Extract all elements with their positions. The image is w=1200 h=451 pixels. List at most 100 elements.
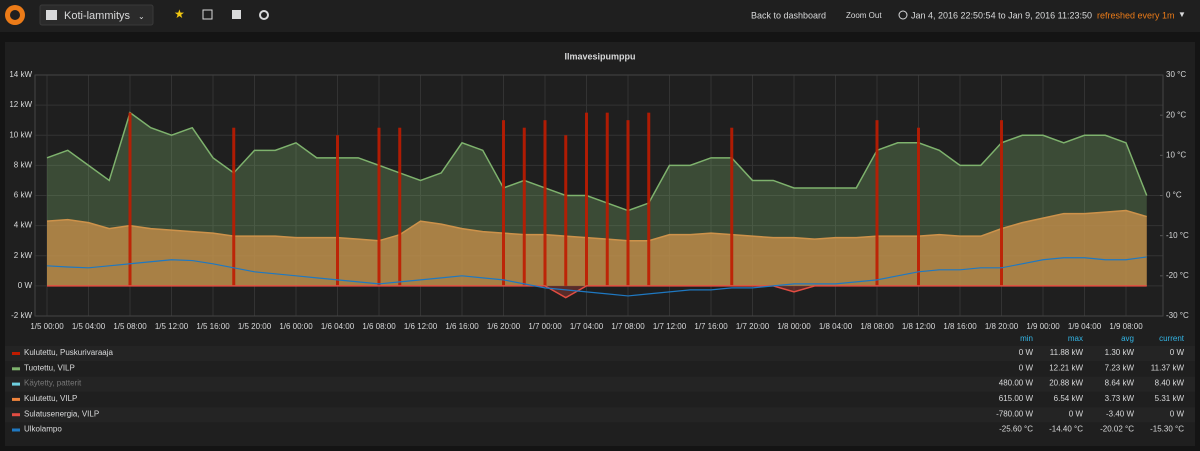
x-tick-label: 1/7 00:00 [528,322,562,331]
legend-stat: 0 W [1019,363,1034,372]
legend-name[interactable]: Sulatusenergia, VILP [24,409,99,418]
legend-name[interactable]: Kulutettu, Puskurivaraaja [24,348,113,357]
legend-name[interactable]: Kulutettu, VILP [24,394,77,403]
refresh-info[interactable]: refreshed every 1m [1097,10,1175,20]
x-tick-label: 1/8 12:00 [902,322,936,331]
legend-swatch [12,397,20,401]
plot: -2 kW 0 W 2 kW 4 kW 6 kW 8 kW 10 kW 12 kW 14 kW -… [5,70,1195,434]
x-tick-label: 1/7 04:00 [570,322,604,331]
x-tick-label: 1/9 08:00 [1109,322,1143,331]
time-range[interactable]: Jan 4, 2016 22:50:54 to Jan 9, 2016 11:2… [911,10,1092,20]
logo-inner [10,10,20,20]
y-tick-label: 4 kW [14,221,33,230]
grid-icon [46,10,57,20]
legend-stat: 5.31 kW [1155,394,1185,403]
save-icon[interactable] [232,10,241,19]
time-caret[interactable]: ▼ [1178,10,1186,19]
y-tick-label: 8 kW [14,160,33,169]
back-link[interactable]: Back to dashboard [751,10,826,20]
y2-tick-label: 0 °C [1166,191,1182,200]
legend-swatch [12,428,20,432]
legend-row-bg [5,407,1195,423]
bar [564,135,568,286]
y-tick-label: -2 kW [11,311,32,320]
legend-name[interactable]: Käytetty, patterit [24,379,82,388]
legend-swatch [12,352,20,355]
y-tick-label: 12 kW [9,100,32,109]
legend-row-bg [5,346,1195,361]
bar [730,127,734,286]
bar [605,112,609,286]
y2-tick-label: 30 °C [1166,70,1186,79]
y-tick-label: 6 kW [14,191,33,200]
navbar: Koti-lammitys ⌄ ★ Back to dashboard Zoom… [0,0,1200,32]
x-tick-label: 1/7 08:00 [611,322,645,331]
plot-frame [34,74,1164,317]
x-tick-label: 1/6 20:00 [487,322,521,331]
legend-stat: -780.00 W [996,409,1033,418]
x-tick-label: 1/5 00:00 [30,322,64,331]
legend-name[interactable]: Tuotettu, VILP [24,363,75,372]
y-tick-label: 10 kW [9,130,32,139]
y2-tick-label: -10 °C [1166,231,1189,240]
x-tick-label: 1/7 12:00 [653,322,687,331]
x-tick-label: 1/6 16:00 [445,322,479,331]
x-tick-label: 1/5 16:00 [196,322,230,331]
x-tick-label: 1/5 08:00 [113,322,147,331]
legend-stat: 615.00 W [999,394,1034,403]
star-icon[interactable]: ★ [174,7,185,21]
x-tick-label: 1/8 20:00 [985,322,1019,331]
legend-stat: 7.23 kW [1105,363,1135,372]
legend-name[interactable]: Ulkolampo [24,425,62,434]
y-tick-label: 2 kW [14,251,33,260]
area-fill [47,210,1147,286]
x-tick-label: 1/7 16:00 [694,322,728,331]
legend-stat: 11.37 kW [1151,363,1185,372]
x-tick-label: 1/9 04:00 [1068,322,1102,331]
series-line [46,111,1148,212]
legend-stat: 12.21 kW [1049,363,1083,372]
bar [128,112,132,286]
dashboard-picker[interactable] [39,4,154,26]
legend-stat: -25.60 °C [999,425,1033,434]
legend-stat: 0 W [1019,348,1034,357]
legend-stat: 11.88 kW [1050,348,1084,357]
bar [1000,120,1003,286]
zoom-out[interactable]: Zoom Out [846,11,882,20]
legend-stat: -15.30 °C [1150,425,1184,434]
settings-icon[interactable] [259,10,269,20]
legend-swatch [12,367,20,371]
bar [398,127,402,286]
y2-tick-label: 20 °C [1166,110,1186,119]
legend-stat: 480.00 W [999,379,1034,388]
bar [336,135,339,286]
y2-tick-label: -20 °C [1166,271,1189,280]
x-tick-label: 1/8 00:00 [777,322,811,331]
share-icon[interactable] [202,9,213,20]
legend-swatch [12,382,20,386]
bar [232,127,236,286]
legend-stat: 20.88 kW [1049,379,1083,388]
legend-stat: -20.02 °C [1100,425,1134,434]
x-tick-label: 1/5 12:00 [155,322,189,331]
legend-stat: 8.64 kW [1105,379,1135,388]
legend-stat: 8.40 kW [1155,379,1185,388]
x-tick-label: 1/6 08:00 [362,322,396,331]
y-tick-label: 14 kW [9,70,32,79]
legend-stat: 3.73 kW [1105,394,1135,403]
navbar-bg [0,0,1200,32]
y-tick-label: 0 W [18,281,33,290]
x-tick-label: 1/8 04:00 [819,322,853,331]
x-tick-label: 1/9 00:00 [1026,322,1060,331]
legend-stat: 0 W [1069,409,1084,418]
series-line [47,285,1147,299]
legend-column: max [1068,334,1083,343]
dashboard-title[interactable]: Koti-lammitys [64,10,131,22]
x-tick-label: 1/7 20:00 [736,322,770,331]
legend-column: current [1159,334,1185,343]
bar [543,120,547,286]
x-tick-label: 1/5 20:00 [238,322,272,331]
x-tick-label: 1/6 12:00 [404,322,438,331]
